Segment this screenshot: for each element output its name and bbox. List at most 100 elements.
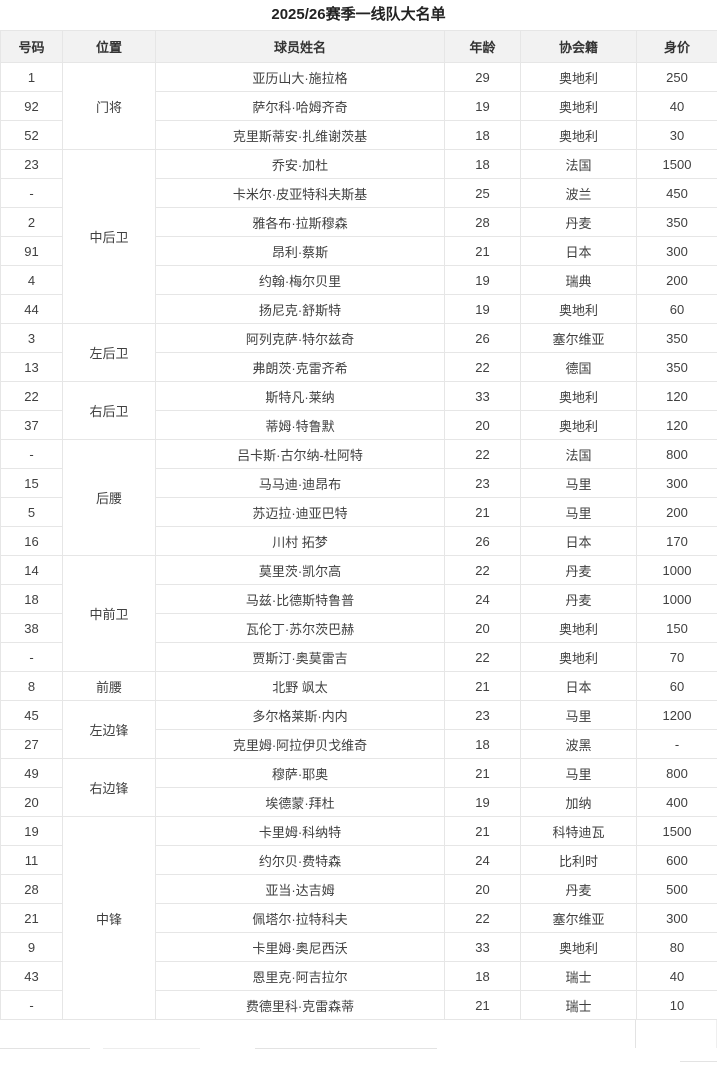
player-nation: 丹麦 <box>520 874 637 904</box>
player-value: 300 <box>636 468 717 498</box>
player-name: 卡米尔·皮亚特科夫斯基 <box>155 178 445 208</box>
position-cell: 中前卫 <box>62 555 156 672</box>
player-name: 亚历山大·施拉格 <box>155 62 445 92</box>
player-name: 川村 拓梦 <box>155 526 445 556</box>
player-nation: 法国 <box>520 439 637 469</box>
position-cell: 右后卫 <box>62 381 156 440</box>
player-number: 44 <box>0 294 63 324</box>
player-name: 约尔贝·费特森 <box>155 845 445 875</box>
player-name: 瓦伦丁·苏尔茨巴赫 <box>155 613 445 643</box>
table-row: 44 扬尼克·舒斯特 19 奥地利 60 <box>0 294 717 324</box>
player-name: 弗朗茨·克雷齐希 <box>155 352 445 382</box>
player-name: 苏迈拉·迪亚巴特 <box>155 497 445 527</box>
player-name: 穆萨·耶奥 <box>155 758 445 788</box>
player-value: 600 <box>636 845 717 875</box>
player-number: 23 <box>0 149 63 179</box>
player-age: 19 <box>444 265 521 295</box>
player-age: 20 <box>444 410 521 440</box>
player-number: 92 <box>0 91 63 121</box>
player-number: 3 <box>0 323 63 353</box>
player-name: 阿列克萨·特尔兹奇 <box>155 323 445 353</box>
player-age: 19 <box>444 294 521 324</box>
position-cell: 左后卫 <box>62 323 156 382</box>
player-name: 马兹·比德斯特鲁普 <box>155 584 445 614</box>
table-row: - 后腰 吕卡斯·古尔纳-杜阿特 22 法国 800 <box>0 439 717 556</box>
table-row: - 费德里科·克雷森蒂 21 瑞士 10 <box>0 990 717 1020</box>
player-number: 11 <box>0 845 63 875</box>
player-nation: 加纳 <box>520 787 637 817</box>
player-value: 1500 <box>636 816 717 846</box>
player-nation: 波黑 <box>520 729 637 759</box>
player-age: 28 <box>444 207 521 237</box>
table-row: 16 川村 拓梦 26 日本 170 <box>0 526 717 556</box>
player-name: 费德里科·克雷森蒂 <box>155 990 445 1020</box>
player-name: 雅各布·拉斯穆森 <box>155 207 445 237</box>
position-cell: 右边锋 <box>62 758 156 817</box>
header-row: 号码 位置 球员姓名 年龄 协会籍 身价 <box>0 30 717 63</box>
player-value: 1200 <box>636 700 717 730</box>
player-name: 卡里姆·奥尼西沃 <box>155 932 445 962</box>
player-name: 斯特凡·莱纳 <box>155 381 445 411</box>
player-nation: 塞尔维亚 <box>520 903 637 933</box>
player-value: 200 <box>636 265 717 295</box>
player-name: 蒂姆·特鲁默 <box>155 410 445 440</box>
player-age: 24 <box>444 845 521 875</box>
player-value: 300 <box>636 236 717 266</box>
player-number: 19 <box>0 816 63 846</box>
table-row: 3 左后卫 阿列克萨·特尔兹奇 26 塞尔维亚 350 <box>0 323 717 382</box>
table-row: 14 中前卫 莫里茨·凯尔高 22 丹麦 1000 <box>0 555 717 672</box>
player-nation: 法国 <box>520 149 637 179</box>
player-age: 21 <box>444 990 521 1020</box>
partial-border-horizontal <box>255 1048 437 1049</box>
table-row: 22 右后卫 斯特凡·莱纳 33 奥地利 120 <box>0 381 717 440</box>
player-nation: 丹麦 <box>520 584 637 614</box>
player-nation: 比利时 <box>520 845 637 875</box>
player-age: 23 <box>444 700 521 730</box>
player-age: 21 <box>444 816 521 846</box>
header-position: 位置 <box>62 30 156 63</box>
player-age: 22 <box>444 642 521 672</box>
squad-table: 号码 位置 球员姓名 年龄 协会籍 身价 1 门将 亚历山大·施拉格 29 奥地利 250… <box>0 30 717 1020</box>
table-row: 18 马兹·比德斯特鲁普 24 丹麦 1000 <box>0 584 717 614</box>
player-name: 克里斯蒂安·扎维谢茨基 <box>155 120 445 150</box>
player-name: 昂利·蔡斯 <box>155 236 445 266</box>
player-age: 19 <box>444 787 521 817</box>
player-number: 22 <box>0 381 63 411</box>
player-nation: 波兰 <box>520 178 637 208</box>
player-age: 25 <box>444 178 521 208</box>
table-row: 27 克里姆·阿拉伊贝戈维奇 18 波黑 - <box>0 729 717 759</box>
player-age: 22 <box>444 352 521 382</box>
position-cell: 中锋 <box>62 816 156 1020</box>
player-age: 23 <box>444 468 521 498</box>
player-number: 91 <box>0 236 63 266</box>
player-nation: 奥地利 <box>520 120 637 150</box>
player-value: 170 <box>636 526 717 556</box>
player-number: 14 <box>0 555 63 585</box>
player-value: 40 <box>636 961 717 991</box>
table-row: 9 卡里姆·奥尼西沃 33 奥地利 80 <box>0 932 717 962</box>
table-row: - 贾斯汀·奥莫雷吉 22 奥地利 70 <box>0 642 717 672</box>
player-name: 莫里茨·凯尔高 <box>155 555 445 585</box>
player-value: 120 <box>636 381 717 411</box>
player-value: 80 <box>636 932 717 962</box>
player-nation: 奥地利 <box>520 294 637 324</box>
player-value: 60 <box>636 294 717 324</box>
player-value: 350 <box>636 323 717 353</box>
partial-border-horizontal <box>680 1061 717 1062</box>
player-nation: 奥地利 <box>520 410 637 440</box>
player-age: 22 <box>444 439 521 469</box>
player-value: 400 <box>636 787 717 817</box>
player-name: 贾斯汀·奥莫雷吉 <box>155 642 445 672</box>
player-name: 卡里姆·科纳特 <box>155 816 445 846</box>
player-value: 1000 <box>636 584 717 614</box>
player-nation: 科特迪瓦 <box>520 816 637 846</box>
player-nation: 塞尔维亚 <box>520 323 637 353</box>
player-age: 18 <box>444 729 521 759</box>
player-nation: 马里 <box>520 758 637 788</box>
player-number: 27 <box>0 729 63 759</box>
player-number: 15 <box>0 468 63 498</box>
table-row: 11 约尔贝·费特森 24 比利时 600 <box>0 845 717 875</box>
player-nation: 奥地利 <box>520 613 637 643</box>
table-row: 8 前腰 北野 飒太 21 日本 60 <box>0 671 717 701</box>
player-name: 萨尔科·哈姆齐奇 <box>155 91 445 121</box>
